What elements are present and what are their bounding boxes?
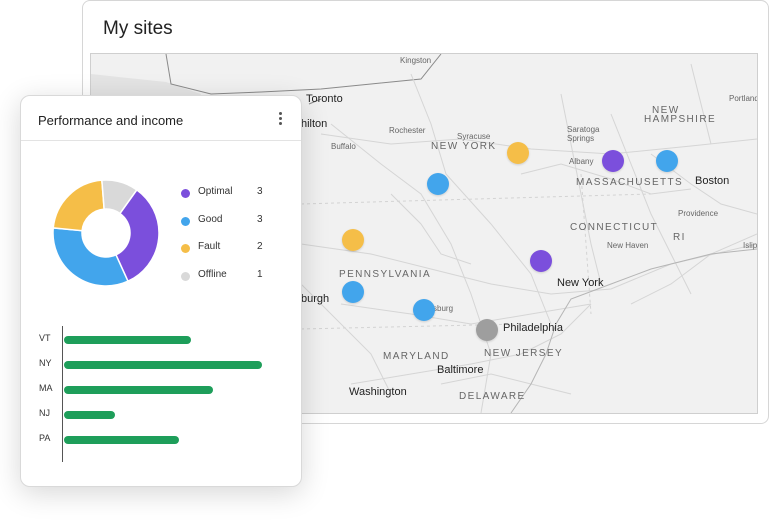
bar-ma (64, 386, 213, 394)
legend-label: Good (198, 213, 223, 225)
city-label: Saratoga (567, 125, 600, 134)
city-label: Buffalo (331, 142, 356, 151)
city-label: Baltimore (437, 364, 484, 376)
bar-label: MA (39, 383, 53, 393)
site-marker-good[interactable] (427, 173, 449, 195)
state-label: HAMPSHIRE (644, 114, 717, 125)
site-marker-fault[interactable] (342, 229, 364, 251)
bar-nj (64, 411, 116, 419)
state-label: MARYLAND (383, 351, 450, 362)
state-label: DELAWARE (459, 391, 526, 402)
city-label: Providence (678, 209, 719, 218)
status-legend: Optimal 3 Good 3 Fault 2 Offline 1 (179, 184, 279, 294)
card-title: Performance and income (38, 113, 184, 128)
bar-label: NJ (39, 408, 50, 418)
state-label: NEW (652, 105, 680, 116)
site-marker-good[interactable] (656, 150, 678, 172)
state-label: CONNECTICUT (570, 222, 659, 233)
site-marker-optimal[interactable] (530, 250, 552, 272)
legend-label: Offline (198, 268, 227, 280)
state-label: PENNSYLVANIA (339, 269, 432, 280)
donut-slice-offline (101, 179, 138, 215)
legend-label: Optimal (198, 186, 233, 197)
state-label: RI (673, 232, 686, 243)
site-marker-good[interactable] (413, 299, 435, 321)
site-marker-fault[interactable] (507, 142, 529, 164)
bar-ny (64, 361, 262, 369)
bar-vt (64, 336, 191, 344)
legend-label: Fault (198, 241, 221, 252)
city-label: Kingston (400, 56, 432, 65)
city-label: Portland (729, 94, 758, 103)
legend-dot (181, 189, 190, 198)
state-label: NEW YORK (431, 141, 497, 152)
legend-dot (181, 271, 190, 281)
city-label: Toronto (306, 93, 343, 105)
state-label: NEW JERSEY (484, 348, 564, 359)
city-label: burgh (301, 293, 330, 305)
legend-item: Fault 2 (179, 239, 279, 267)
city-label: New York (557, 277, 604, 289)
legend-count: 1 (257, 268, 263, 280)
card-header: Performance and income (21, 96, 301, 141)
city-label: Boston (695, 175, 730, 187)
donut-slice-fault (52, 179, 105, 232)
performance-card: Performance and income Optimal 3 Good 3 … (20, 95, 302, 487)
donut-slice-optimal (114, 188, 160, 283)
site-marker-optimal[interactable] (602, 150, 624, 172)
city-label: Rochester (389, 126, 426, 135)
city-label: sburg (433, 304, 454, 313)
bar-axis (62, 326, 63, 462)
legend-item: Optimal 3 (179, 184, 279, 212)
bar-label: PA (39, 433, 51, 443)
city-label: Springs (567, 134, 595, 143)
city-label: Syracuse (457, 132, 491, 141)
legend-count: 2 (257, 241, 263, 252)
state-label: MASSACHUSETTS (576, 177, 684, 188)
legend-item: Good 3 (179, 212, 279, 240)
more-options-icon[interactable] (277, 112, 283, 126)
city-label: Washington (349, 386, 407, 398)
legend-count: 3 (257, 213, 263, 225)
site-marker-offline[interactable] (476, 319, 498, 341)
legend-dot (181, 216, 190, 226)
city-label: Albany (569, 157, 594, 166)
bar-pa (64, 436, 179, 444)
city-label: hilton (301, 118, 328, 130)
legend-dot (181, 244, 190, 253)
bar-label: VT (39, 333, 51, 343)
legend-item: Offline 1 (179, 267, 279, 295)
bar-label: NY (39, 358, 52, 368)
city-label: New Haven (607, 241, 649, 250)
legend-count: 3 (257, 186, 263, 197)
site-marker-good[interactable] (342, 281, 364, 303)
map-title: My sites (103, 18, 173, 39)
city-label: Islip (743, 241, 758, 250)
donut-slice-good (52, 227, 129, 287)
city-label: Philadelphia (503, 322, 563, 334)
status-donut-chart (52, 179, 160, 287)
